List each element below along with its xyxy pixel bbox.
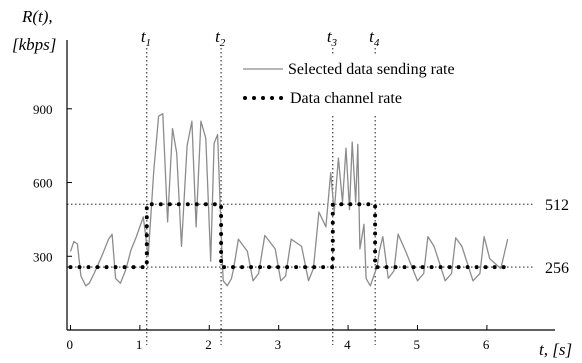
time-marker-label-4: t4 — [369, 27, 380, 49]
x-tick-label-4: 4 — [344, 337, 351, 352]
legend-label-sending-rate: Selected data sending rate — [288, 61, 455, 78]
series-line-channel-rate — [68, 202, 510, 270]
ref-label-512: 512 — [545, 197, 569, 214]
time-marker-label-3: t3 — [327, 27, 338, 49]
ref-label-256: 256 — [545, 260, 569, 277]
time-marker-sub-2: 2 — [220, 37, 226, 49]
time-marker-sub-4: 4 — [374, 37, 380, 49]
y-tick-label-600: 600 — [33, 176, 53, 191]
time-marker-sub-3: 3 — [331, 37, 338, 49]
series-layer — [68, 113, 510, 287]
x-tick-label-1: 1 — [136, 337, 143, 352]
series-line-sending-rate — [69, 113, 509, 287]
legend: Selected data sending rate Data channel … — [236, 55, 539, 115]
y-axis-title: R(t), — [21, 7, 53, 26]
time-marker-label-1: t1 — [141, 27, 151, 49]
ticks-layer: 512 256 t1 t2 t3 t4 0 1 2 3 4 5 6 300 600 900 — [33, 27, 569, 352]
y-axis-unit: [kbps] — [12, 35, 56, 54]
time-marker-sub-1: 1 — [146, 37, 152, 49]
time-marker-label-2: t2 — [215, 27, 226, 49]
x-tick-label-6: 6 — [483, 337, 490, 352]
y-tick-label-900: 900 — [33, 102, 53, 117]
legend-label-channel-rate: Data channel rate — [290, 90, 402, 107]
y-tick-label-300: 300 — [33, 249, 53, 264]
x-tick-label-5: 5 — [413, 337, 420, 352]
axes-layer — [66, 40, 555, 331]
x-tick-label-3: 3 — [275, 337, 282, 352]
legend-box — [236, 55, 539, 115]
x-axis-title: t, [s] — [539, 340, 572, 359]
x-tick-label-2: 2 — [205, 337, 212, 352]
x-tick-label-0: 0 — [66, 337, 73, 352]
